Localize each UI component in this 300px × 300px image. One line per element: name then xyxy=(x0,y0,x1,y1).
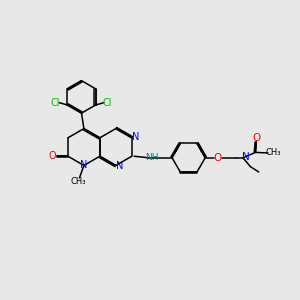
Text: N: N xyxy=(242,152,250,162)
Text: Cl: Cl xyxy=(51,98,60,108)
Text: CH₃: CH₃ xyxy=(265,148,281,158)
Text: O: O xyxy=(214,153,222,163)
Text: O: O xyxy=(48,151,56,161)
Text: Cl: Cl xyxy=(103,98,112,108)
Text: N: N xyxy=(116,161,124,171)
Text: N: N xyxy=(132,132,140,142)
Text: O: O xyxy=(252,133,260,143)
Text: N: N xyxy=(80,160,88,170)
Text: CH₃: CH₃ xyxy=(70,177,86,186)
Text: NH: NH xyxy=(145,153,158,162)
